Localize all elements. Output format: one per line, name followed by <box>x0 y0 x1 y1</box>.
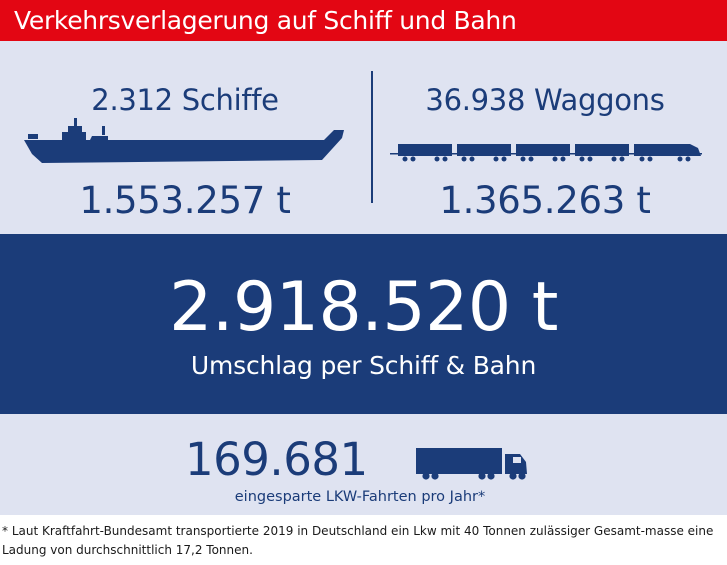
total-band <box>0 234 727 414</box>
ship-count: 2.312 Schiffe <box>91 83 279 117</box>
ship-icon <box>24 118 344 163</box>
saved-truck-trips: 169.681 <box>185 433 368 486</box>
waggon-count: 36.938 Waggons <box>425 83 665 117</box>
total-label: Umschlag per Schiff & Bahn <box>190 351 537 380</box>
ship-tonnage: 1.553.257 t <box>79 179 291 222</box>
train-icon <box>390 144 702 162</box>
rail-tonnage: 1.365.263 t <box>439 179 651 222</box>
total-tonnage: 2.918.520 t <box>169 268 558 347</box>
column-divider <box>371 71 373 203</box>
saved-truck-trips-label: eingesparte LKW-Fahrten pro Jahr* <box>234 489 486 505</box>
page-title: Verkehrsverlagerung auf Schiff und Bahn <box>0 0 727 41</box>
truck-icon <box>416 448 527 480</box>
footnote: * Laut Kraftfahrt-Bundesamt transportier… <box>2 524 714 557</box>
